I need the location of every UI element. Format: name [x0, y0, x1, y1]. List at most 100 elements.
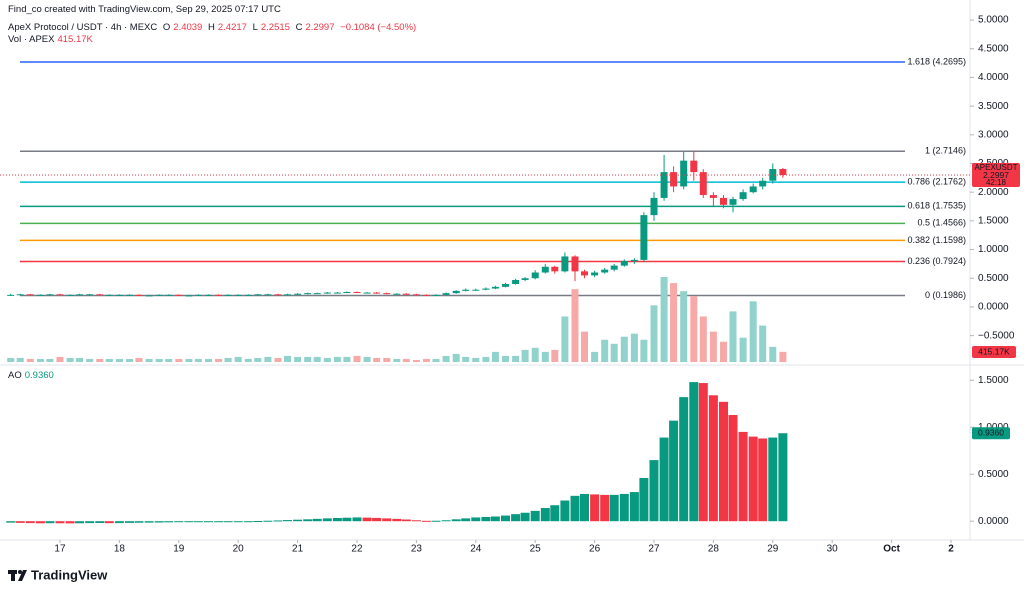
candle-body [472, 289, 480, 291]
ao-bar [768, 437, 778, 522]
candle-body [521, 278, 529, 280]
candle-body [96, 294, 104, 296]
ao-bar [65, 521, 75, 524]
volume-bar [56, 356, 64, 362]
candle-body [561, 256, 569, 272]
price-tag-countdown: 42:18 [986, 178, 1007, 187]
ao-bar [15, 521, 25, 523]
volume-bar [7, 357, 15, 362]
candle-body [551, 266, 559, 272]
volume-bar [462, 356, 470, 362]
x-tick-label: 19 [173, 544, 185, 555]
candle-body [215, 294, 223, 296]
ao-bar [45, 521, 55, 524]
ao-bar [639, 477, 649, 522]
o-letter: O [162, 22, 171, 33]
candle-body [66, 294, 74, 296]
ao-bar [233, 521, 243, 523]
ao-bar [6, 521, 16, 523]
x-tick-label: 24 [470, 544, 482, 555]
candle-body [680, 160, 688, 187]
ao-bar [214, 521, 224, 523]
y-tick-label: 1.0000 [978, 244, 1009, 255]
ao-bar [282, 520, 292, 522]
candle-body [749, 186, 757, 193]
volume-bar [363, 356, 371, 362]
volume-tag-value: 415.17K [978, 346, 1010, 356]
legend-ao: AO 0.9360 [8, 370, 57, 381]
y-tick-label: 5.0000 [978, 15, 1009, 26]
candle-body [105, 294, 113, 296]
volume-bar [491, 351, 499, 362]
volume-bar [749, 301, 757, 362]
volume-bar [769, 346, 777, 362]
candle-body [274, 294, 282, 296]
ao-bar [579, 493, 589, 522]
candle-body [650, 197, 658, 216]
candle-body [26, 294, 34, 296]
candle-body [591, 272, 599, 276]
x-tick-label: Oct [883, 544, 900, 555]
ao-bar [629, 492, 639, 522]
ao-title: AO [8, 370, 22, 381]
low-value: 2.2515 [260, 22, 290, 33]
ao-bar [411, 520, 421, 522]
volume-bar [729, 311, 737, 362]
ao-bar [25, 521, 35, 524]
fib-label: 0 (0.1986) [925, 290, 966, 300]
volume-bar [383, 357, 391, 362]
ao-bar [421, 520, 431, 522]
volume-bar [779, 351, 787, 362]
candle-body [155, 294, 163, 296]
candle-body [759, 180, 767, 187]
x-tick-label: 23 [411, 544, 423, 555]
ao-bar [540, 508, 550, 522]
volume-bar [373, 357, 381, 362]
volume-bar [244, 358, 252, 362]
y-tick-label: 4.0000 [978, 72, 1009, 83]
volume-bar [601, 339, 609, 362]
ao-bar [193, 521, 203, 523]
fib-label: 0.382 (1.1598) [907, 235, 966, 245]
ao-bar [85, 521, 95, 524]
candle-body [482, 288, 490, 290]
ao-bar [451, 519, 461, 522]
x-tick-label: 17 [54, 544, 66, 555]
x-tick-label: 18 [114, 544, 126, 555]
volume-bar [343, 356, 351, 362]
ao-bar [490, 516, 500, 522]
candle-body [343, 292, 351, 294]
ao-bar [659, 437, 669, 522]
ao-bar [718, 401, 728, 522]
volume-bar [145, 358, 153, 362]
ao-bar [243, 521, 253, 523]
volume-bar [86, 358, 94, 362]
candle-body [16, 294, 24, 296]
ao-bar [372, 517, 382, 522]
x-tick-label: 27 [648, 544, 660, 555]
volume-bar [422, 358, 430, 362]
candle-body [353, 292, 361, 294]
volume-bar [135, 357, 143, 362]
ao-bar [223, 521, 233, 523]
ao-tick-label: 0.5000 [978, 469, 1009, 480]
volume-bar [224, 357, 232, 362]
y-tick-label: 1.5000 [978, 216, 1009, 227]
ao-bar [75, 521, 85, 524]
volume-bar [452, 353, 460, 362]
candle-body [165, 294, 173, 296]
candle-body [531, 272, 539, 279]
candle-body [779, 169, 787, 175]
ao-bar [35, 521, 45, 524]
volume-bar [699, 316, 707, 362]
price-tag [972, 162, 1020, 187]
candle-body [462, 289, 470, 291]
ao-bar [530, 510, 540, 522]
ao-bar [55, 521, 65, 524]
ao-bar [203, 521, 213, 523]
ao-bar [253, 521, 263, 523]
y-tick-label: 0.5000 [978, 273, 1009, 284]
volume-bar [521, 349, 529, 362]
candle-body [36, 294, 44, 296]
